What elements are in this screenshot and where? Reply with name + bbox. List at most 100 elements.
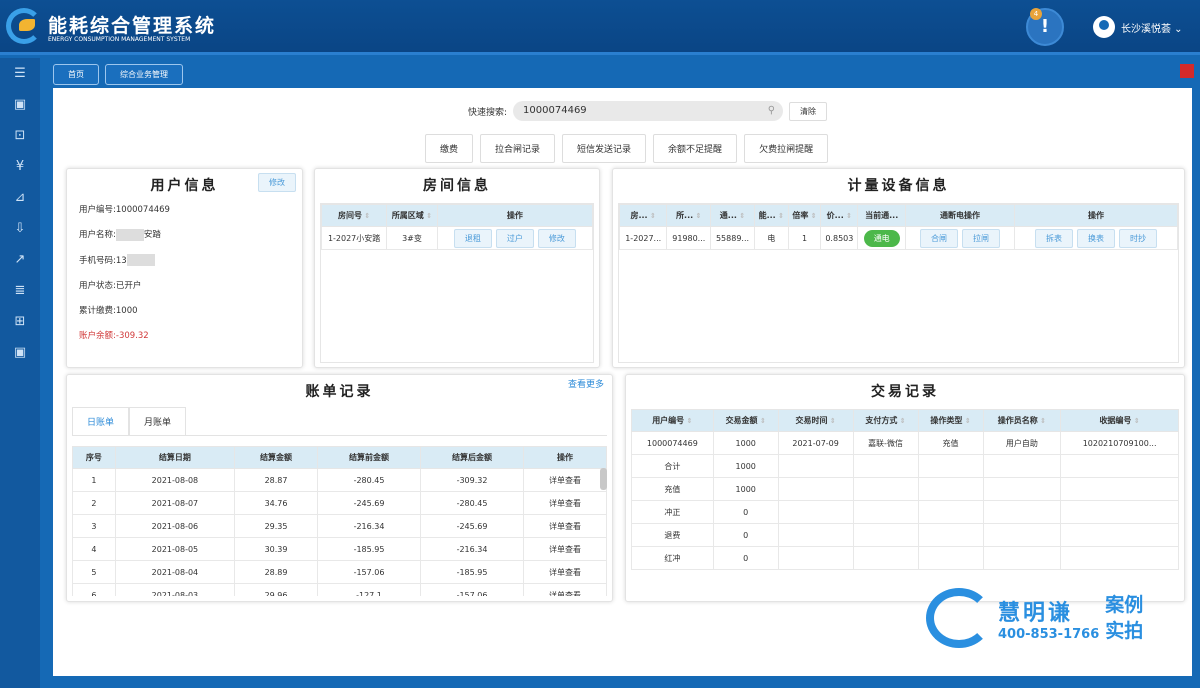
column-header[interactable]: 收据编号 ⇕ xyxy=(1060,409,1179,432)
scrollbar[interactable] xyxy=(600,468,607,490)
column-header[interactable]: 序号 xyxy=(72,446,116,469)
tab-daily-bill[interactable]: 日账单 xyxy=(72,407,130,435)
column-header[interactable]: 能... ⇕ xyxy=(753,204,789,227)
sidebar-item[interactable]: ▣ xyxy=(0,337,40,368)
column-header[interactable]: 操作 xyxy=(1013,204,1179,227)
user-menu[interactable]: 长沙溪悦荟 ⌄ xyxy=(1093,16,1183,38)
sort-icon[interactable]: ⇕ xyxy=(808,212,817,220)
column-header[interactable]: 结算前金额 xyxy=(316,446,422,469)
remove-meter-button[interactable]: 拆表 xyxy=(1034,228,1073,248)
column-header[interactable]: 用户编号 ⇕ xyxy=(631,409,714,432)
detail-link[interactable]: 详单查看 xyxy=(523,491,607,515)
sidebar-item[interactable]: ⊿ xyxy=(0,182,40,213)
column-header[interactable]: 结算金额 xyxy=(234,446,318,469)
edit-room-button[interactable]: 修改 xyxy=(537,228,576,248)
sort-icon[interactable]: ⇕ xyxy=(684,417,693,425)
column-header[interactable]: 所属区域 ⇕ xyxy=(386,204,438,227)
column-header[interactable]: 操作员名称 ⇕ xyxy=(982,409,1062,432)
sort-icon[interactable]: ⇕ xyxy=(423,212,433,220)
cell: 2 xyxy=(72,491,116,515)
sidebar-item[interactable]: ↗ xyxy=(0,244,40,275)
sidebar-item[interactable]: ¥ xyxy=(0,151,40,182)
sidebar-item[interactable]: ▣ xyxy=(0,89,40,120)
column-label: 操作类型 xyxy=(930,416,963,425)
page-tabs: 首页 综合业务管理 xyxy=(53,64,183,85)
read-meter-button[interactable]: 时抄 xyxy=(1118,228,1157,248)
power-status-badge: 通电 xyxy=(863,229,900,247)
sort-icon[interactable]: ⇕ xyxy=(843,212,853,220)
tab-monthly-bill[interactable]: 月账单 xyxy=(129,407,187,435)
sort-icon[interactable]: ⇕ xyxy=(775,212,785,220)
sidebar-item[interactable]: ⇩ xyxy=(0,213,40,244)
column-header[interactable]: 操作 xyxy=(523,446,607,469)
cell: 2021-08-05 xyxy=(114,537,236,561)
sort-icon[interactable]: ⇕ xyxy=(736,212,746,220)
column-label: 收据编号 xyxy=(1099,416,1132,425)
open-switch-button[interactable]: 拉闸 xyxy=(961,228,1000,248)
column-header[interactable]: 交易时间 ⇕ xyxy=(777,409,854,432)
sidebar-item[interactable]: ⊞ xyxy=(0,306,40,337)
field-value: -309.32 xyxy=(115,331,149,341)
panel-title: 交易记录 xyxy=(871,384,939,400)
pay-button[interactable]: 缴费 xyxy=(425,134,474,163)
transaction-table: 用户编号 ⇕ 交易金额 ⇕ 交易时间 ⇕ 支付方式 ⇕ 操作类型 ⇕ 操作员名称 ⇕ 收据编… xyxy=(631,409,1179,570)
sort-icon[interactable]: ⇕ xyxy=(1131,417,1140,425)
user-field: 账户余额:-309.32 xyxy=(79,329,302,341)
column-header[interactable]: 结算后金额 xyxy=(420,446,525,469)
column-header[interactable]: 倍率 ⇕ xyxy=(787,204,822,227)
redacted-value xyxy=(126,254,155,266)
cell: -157.06 xyxy=(420,583,525,596)
search-input[interactable]: 1000074469 ⚲ xyxy=(513,101,784,121)
column-header[interactable]: 支付方式 ⇕ xyxy=(852,409,919,432)
column-header[interactable]: 所... ⇕ xyxy=(666,204,712,227)
column-label: 通... xyxy=(719,211,737,220)
detail-link[interactable]: 详单查看 xyxy=(523,514,607,538)
column-header[interactable]: 交易金额 ⇕ xyxy=(712,409,779,432)
column-header[interactable]: 当前通... xyxy=(857,204,906,227)
cell: 2021-08-06 xyxy=(114,514,236,538)
search-icon[interactable]: ⚲ xyxy=(767,105,776,116)
column-header[interactable]: 操作类型 ⇕ xyxy=(917,409,984,432)
transfer-button[interactable]: 过户 xyxy=(495,228,534,248)
close-tabs-button[interactable] xyxy=(1180,64,1194,78)
arrears-button[interactable]: 欠费拉闸提醒 xyxy=(744,134,829,163)
edit-user-button[interactable]: 修改 xyxy=(258,173,296,192)
column-header[interactable]: 房间号 ⇕ xyxy=(320,204,388,227)
detail-link[interactable]: 详单查看 xyxy=(523,468,607,492)
view-more-link[interactable]: 查看更多 xyxy=(567,380,604,390)
cell: 4 xyxy=(72,537,116,561)
sms-record-button[interactable]: 短信发送记录 xyxy=(562,134,647,163)
detail-link[interactable]: 详单查看 xyxy=(523,560,607,584)
column-header[interactable]: 操作 xyxy=(436,204,594,227)
sort-icon[interactable]: ⇕ xyxy=(647,212,656,220)
sort-icon[interactable]: ⇕ xyxy=(897,417,906,425)
sidebar-item[interactable]: ☰ xyxy=(0,58,40,89)
watermark-brand: 慧明谦 xyxy=(998,600,1074,626)
close-switch-button[interactable]: 合闸 xyxy=(919,228,958,248)
terminate-lease-button[interactable]: 退租 xyxy=(453,228,492,248)
column-header[interactable]: 价... ⇕ xyxy=(820,204,859,227)
detail-link[interactable]: 详单查看 xyxy=(523,583,607,596)
clear-button[interactable]: 清除 xyxy=(789,101,828,121)
sidebar-item[interactable]: ≣ xyxy=(0,275,40,306)
tab-business[interactable]: 综合业务管理 xyxy=(105,64,183,85)
tab-home[interactable]: 首页 xyxy=(53,64,99,85)
detail-link[interactable]: 详单查看 xyxy=(523,537,607,561)
sidebar-item[interactable]: ⊡ xyxy=(0,120,40,151)
column-header[interactable]: 房... ⇕ xyxy=(618,204,668,227)
replace-meter-button[interactable]: 换表 xyxy=(1076,228,1115,248)
alert-button[interactable]: ! xyxy=(1026,8,1064,46)
column-header[interactable]: 通... ⇕ xyxy=(710,204,755,227)
sort-icon[interactable]: ⇕ xyxy=(361,212,371,220)
field-label: 用户状态: xyxy=(79,281,116,291)
sort-icon[interactable]: ⇕ xyxy=(693,212,702,220)
sort-icon[interactable]: ⇕ xyxy=(757,417,766,425)
column-header[interactable]: 通断电操作 xyxy=(904,204,1015,227)
switch-record-button[interactable]: 拉合闸记录 xyxy=(480,134,556,163)
sort-icon[interactable]: ⇕ xyxy=(962,417,971,425)
low-balance-button[interactable]: 余额不足提醒 xyxy=(653,134,738,163)
sort-icon[interactable]: ⇕ xyxy=(1037,417,1047,425)
table-row: 冲正 0 xyxy=(631,500,1179,524)
sort-icon[interactable]: ⇕ xyxy=(827,417,836,425)
column-header[interactable]: 结算日期 xyxy=(114,446,236,469)
